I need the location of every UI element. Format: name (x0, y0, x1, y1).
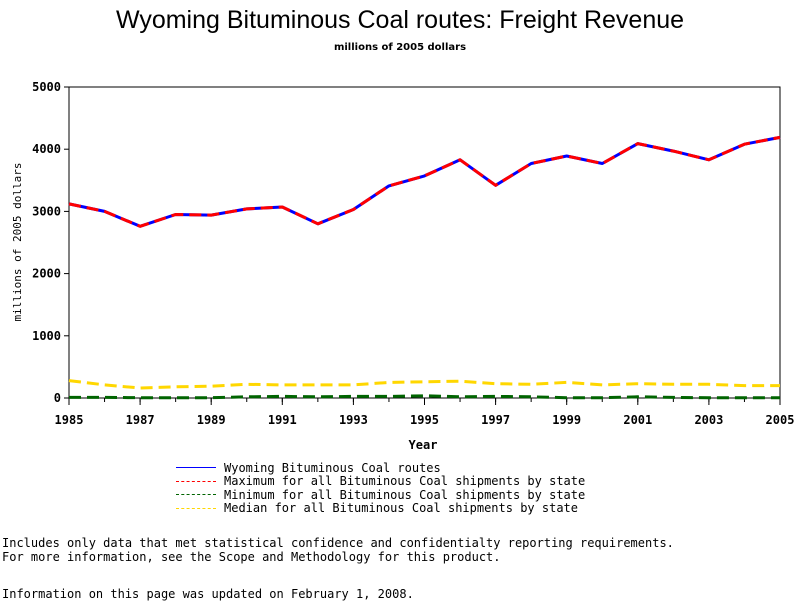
chart-legend: Wyoming Bituminous Coal routes Maximum fo… (176, 461, 585, 515)
x-tick-label: 1985 (55, 413, 84, 427)
x-tick-label: 2003 (694, 413, 723, 427)
footnote: Includes only data that met statistical … (2, 536, 674, 564)
legend-item: Median for all Bituminous Coal shipments… (176, 501, 585, 516)
x-tick-label: 1993 (339, 413, 368, 427)
chart-subtitle: millions of 2005 dollars (333, 42, 467, 53)
x-tick-label: 1989 (197, 413, 226, 427)
y-tick-label: 3000 (32, 204, 61, 218)
x-tick-label: 1991 (268, 413, 297, 427)
series-line-median-for-all-bituminous-coal-shipments-by-state (68, 379, 780, 390)
legend-item: Minimum for all Bituminous Coal shipment… (176, 488, 585, 502)
y-tick-label: 0 (54, 391, 61, 405)
y-tick-label: 4000 (32, 142, 61, 156)
legend-swatch (176, 507, 216, 509)
chart-title: Wyoming Bituminous Coal routes: Freight … (115, 6, 685, 34)
legend-item: Maximum for all Bituminous Coal shipment… (176, 474, 586, 489)
legend-swatch (176, 467, 216, 469)
series-line-maximum-for-all-bituminous-coal-shipments-by-state (68, 135, 781, 228)
legend-swatch (176, 494, 216, 496)
y-tick-label: 2000 (32, 267, 61, 281)
y-tick-label: 1000 (32, 329, 61, 343)
x-tick-label: 2005 (766, 413, 795, 427)
plot-area (68, 86, 781, 399)
series-line-minimum-for-all-bituminous-coal-shipments-by-state (69, 394, 780, 400)
legend-swatch (176, 480, 216, 482)
legend-item: Wyoming Bituminous Coal routes (176, 461, 585, 475)
footnote-line: For more information, see the Scope and … (2, 550, 501, 564)
x-tick-label: 1995 (410, 413, 439, 427)
legend-label: Median for all Bituminous Coal shipments… (224, 501, 579, 516)
x-axis-label: Year (409, 438, 438, 452)
legend-label: Minimum for all Bituminous Coal shipment… (224, 487, 586, 502)
legend-label: Wyoming Bituminous Coal routes (224, 460, 441, 475)
x-tick-label: 1997 (481, 413, 510, 427)
y-tick-label: 5000 (32, 80, 61, 94)
y-axis-label: millions of 2005 dollars (11, 163, 24, 322)
legend-label: Maximum for all Bituminous Coal shipment… (224, 474, 586, 489)
update-notice: Information on this page was updated on … (2, 587, 414, 601)
footnote-line: Includes only data that met statistical … (2, 536, 674, 550)
line-chart: 0 1000 2000 3000 4000 5000 1985 1987 1989 1991 199… (11, 80, 795, 452)
x-tick-label: 1987 (126, 413, 155, 427)
x-tick-label: 1999 (552, 413, 581, 427)
x-tick-label: 2001 (623, 413, 652, 427)
